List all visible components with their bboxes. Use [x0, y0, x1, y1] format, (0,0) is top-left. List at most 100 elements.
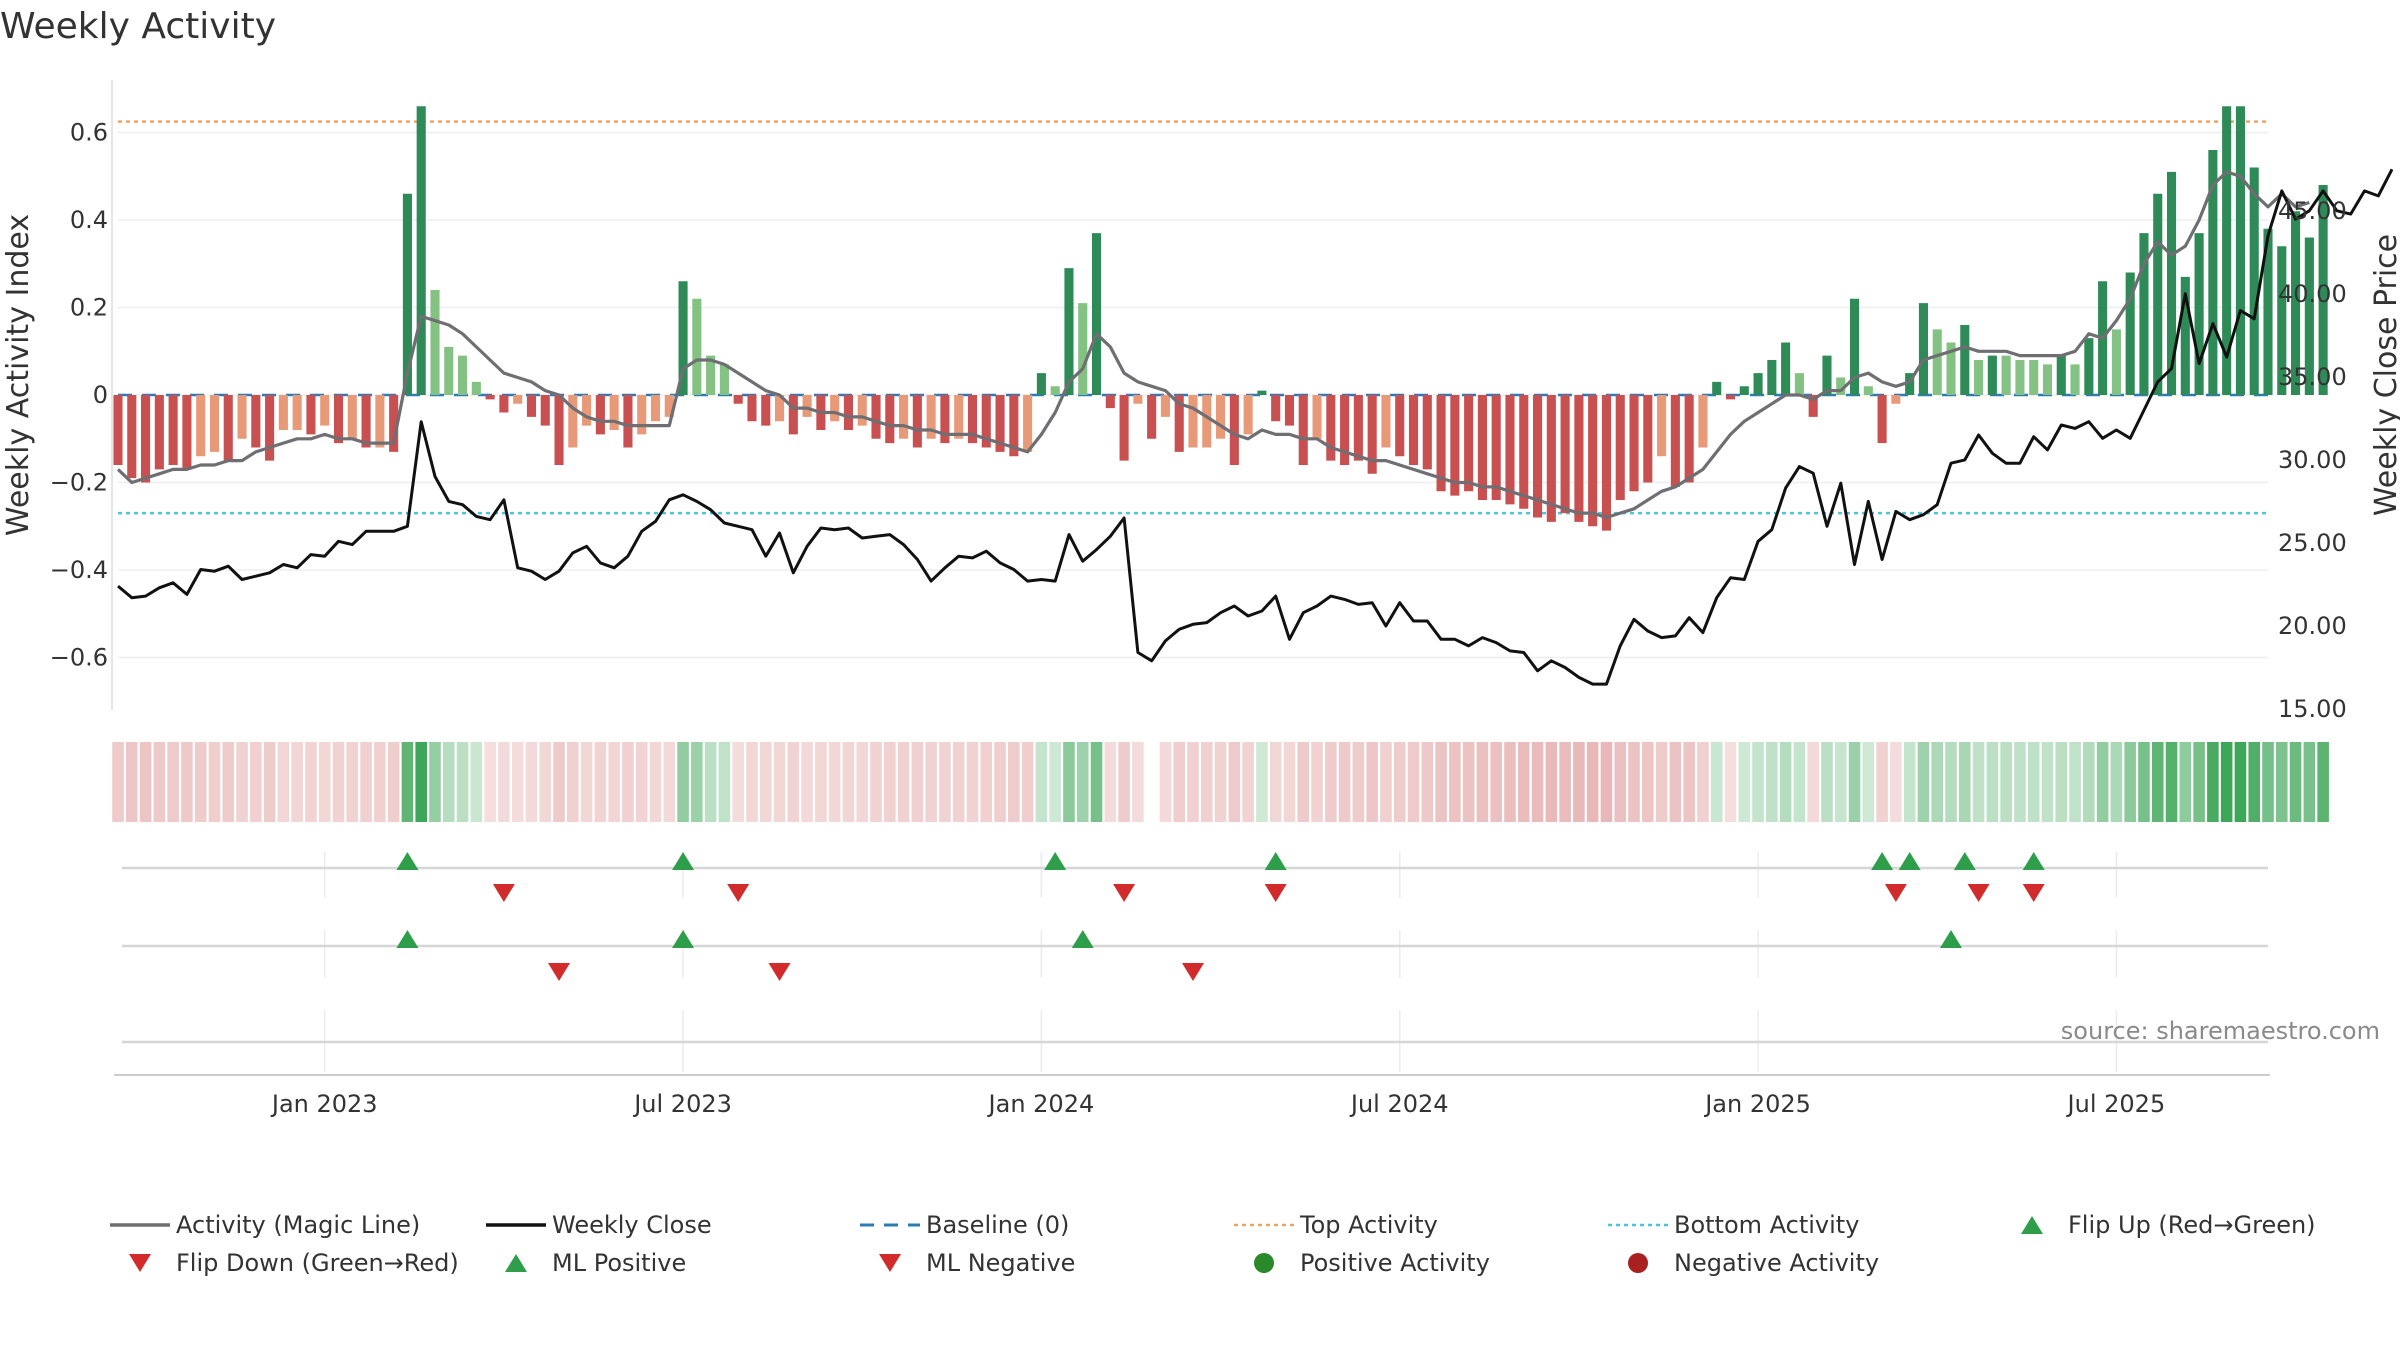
activity-bar: [292, 395, 302, 430]
heat-cell: [2069, 742, 2081, 822]
heat-cell: [1393, 742, 1406, 822]
activity-bar: [1519, 395, 1529, 509]
activity-bar: [637, 395, 647, 435]
heat-cell: [952, 742, 965, 822]
legend-label: ML Negative: [926, 1249, 1075, 1277]
heat-cell: [1008, 742, 1020, 822]
activity-bar: [2029, 360, 2039, 395]
activity-bar: [1367, 395, 1377, 474]
activity-bar: [595, 395, 605, 435]
heat-cell: [1297, 742, 1310, 822]
activity-bar: [347, 395, 357, 439]
heat-cell: [2193, 742, 2205, 822]
heat-cell: [1793, 742, 1806, 822]
heat-cell: [856, 742, 869, 822]
heat-cell: [194, 742, 207, 822]
activity-bar: [2056, 355, 2066, 395]
heat-cell: [374, 742, 386, 822]
heat-cell: [2055, 742, 2068, 822]
legend-label: Weekly Close: [552, 1211, 712, 1239]
activity-bar: [1009, 395, 1019, 457]
heat-cell: [2027, 742, 2040, 822]
activity-bar: [1588, 395, 1598, 527]
activity-bar: [912, 395, 922, 448]
heat-cell: [884, 742, 896, 822]
heat-cell: [1821, 742, 1833, 822]
heat-cell: [1655, 742, 1668, 822]
heat-cell: [525, 742, 538, 822]
y2-tick-label: 35.00: [2278, 363, 2347, 391]
activity-heat-strip: [112, 742, 2329, 822]
ml-positive-marker: [1071, 930, 1094, 948]
heat-cell: [1573, 742, 1585, 822]
activity-bar: [182, 395, 192, 470]
activity-bar: [1739, 386, 1749, 395]
activity-bar: [375, 395, 385, 448]
heat-cell: [1200, 742, 1213, 822]
heat-cell: [2234, 742, 2247, 822]
activity-bar: [995, 395, 1005, 452]
heat-cell: [1021, 742, 1034, 822]
heat-cell: [112, 742, 124, 822]
y2-tick-label: 30.00: [2278, 446, 2347, 474]
heat-cell: [2014, 742, 2026, 822]
activity-bar: [265, 395, 275, 461]
activity-bar: [1036, 373, 1046, 395]
activity-bar: [1974, 360, 1984, 395]
activity-bar: [1202, 395, 1212, 448]
heat-cell: [691, 742, 703, 822]
activity-bar: [2249, 167, 2259, 395]
activity-bar: [664, 395, 674, 417]
heat-cell: [718, 742, 731, 822]
activity-bar: [1932, 329, 1942, 395]
activity-bar: [774, 395, 785, 422]
heat-cell: [2096, 742, 2109, 822]
activity-bar: [458, 355, 468, 395]
activity-bar: [1643, 395, 1653, 483]
heat-cell: [1738, 742, 1751, 822]
activity-bar: [1657, 395, 1667, 457]
heat-cell: [1683, 742, 1695, 822]
activity-bar: [761, 395, 771, 426]
ml-positive-marker: [1940, 930, 1963, 948]
legend-label: Bottom Activity: [1674, 1211, 1859, 1239]
activity-bar: [2208, 150, 2218, 395]
activity-bar: [623, 395, 633, 448]
activity-bar: [223, 395, 233, 461]
heat-cell: [1173, 742, 1186, 822]
activity-bar: [1340, 395, 1350, 465]
activity-bar: [568, 395, 578, 448]
heat-cell: [277, 742, 290, 822]
activity-bar: [1905, 373, 1915, 395]
axes: 0.6 0.4 0.2 0 −0.2 −0.4 −0.6 45.00 40.00 35.00 30.…: [50, 80, 2347, 723]
activity-bar: [692, 298, 702, 395]
legend-swatch: [1254, 1253, 1274, 1273]
heat-cell: [2275, 742, 2288, 822]
ml-negative-marker: [768, 963, 791, 981]
heat-cell: [1559, 742, 1571, 822]
heat-cell: [1890, 742, 1902, 822]
heat-cell: [1752, 742, 1764, 822]
x-tick-label: Jan 2024: [987, 1090, 1095, 1118]
ml-negative-marker: [1182, 963, 1204, 981]
activity-bar: [885, 395, 895, 444]
heat-cell: [732, 742, 744, 822]
x-tick-label: Jan 2023: [270, 1090, 378, 1118]
activity-bar: [1298, 395, 1308, 465]
activity-bar: [678, 281, 688, 395]
heat-cell: [1049, 742, 1061, 822]
activity-bar: [1698, 395, 1708, 448]
activity-bar: [857, 395, 867, 426]
activity-bar: [1023, 395, 1033, 452]
activity-bar: [2222, 106, 2232, 395]
flip-up-marker: [1264, 852, 1287, 870]
activity-bar: [1188, 395, 1198, 448]
heat-cell: [1848, 742, 1861, 822]
activity-bar: [402, 193, 412, 395]
heat-cell: [332, 742, 345, 822]
activity-bar: [719, 364, 729, 395]
heat-cell: [1669, 742, 1682, 822]
flip-down-marker: [1113, 884, 1136, 902]
activity-bar: [1353, 395, 1363, 461]
heat-cell: [1545, 742, 1558, 822]
